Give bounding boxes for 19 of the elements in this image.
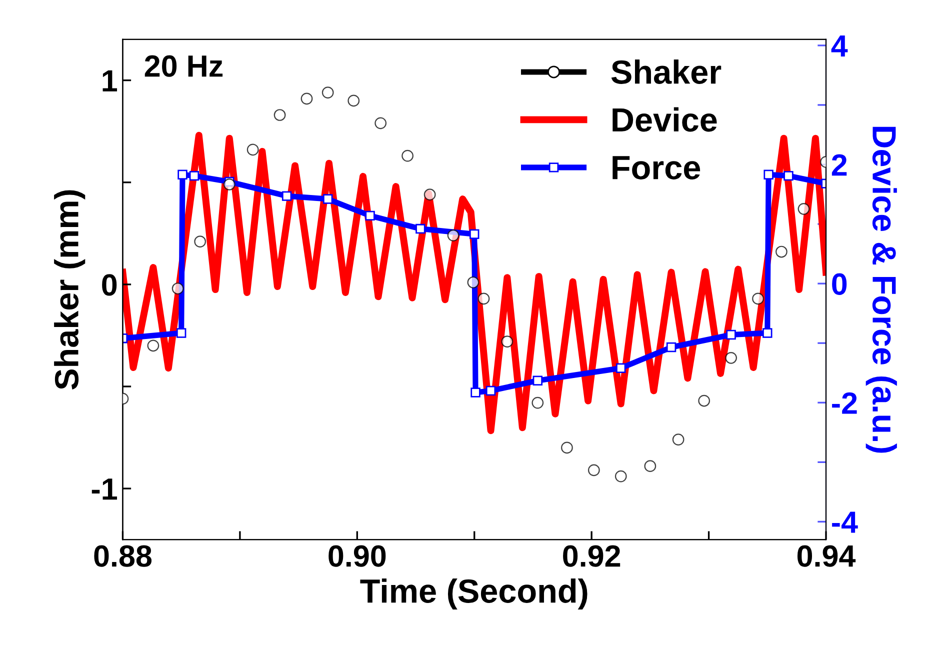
y2-tick-label: 4 [831,35,848,57]
y-axis-title: Shaker (mm) [54,190,86,390]
x-tick-label: 0.92 [563,545,620,567]
y2-axis-title: Device & Force (a.u.) [866,126,897,453]
y-tick-label: -1 [92,478,118,500]
y2-tick-label: -2 [832,392,857,414]
y-tick-label: 1 [102,70,118,92]
legend-label: Shaker [611,59,722,84]
x-axis-title: Time (Second) [360,578,588,610]
y-tick-label: 0 [102,274,117,296]
y2-tick-label: -4 [832,512,858,533]
legend-label: Device [612,107,717,132]
x-tick-label: 0.90 [328,545,386,567]
annotation: 20 Hz [144,55,223,77]
legend-label: Force [612,156,700,180]
y2-tick-label: 2 [832,154,847,176]
y2-tick-label: 0 [832,273,847,295]
x-tick-label: 0.94 [797,545,856,567]
x-tick-label: 0.88 [94,545,152,567]
